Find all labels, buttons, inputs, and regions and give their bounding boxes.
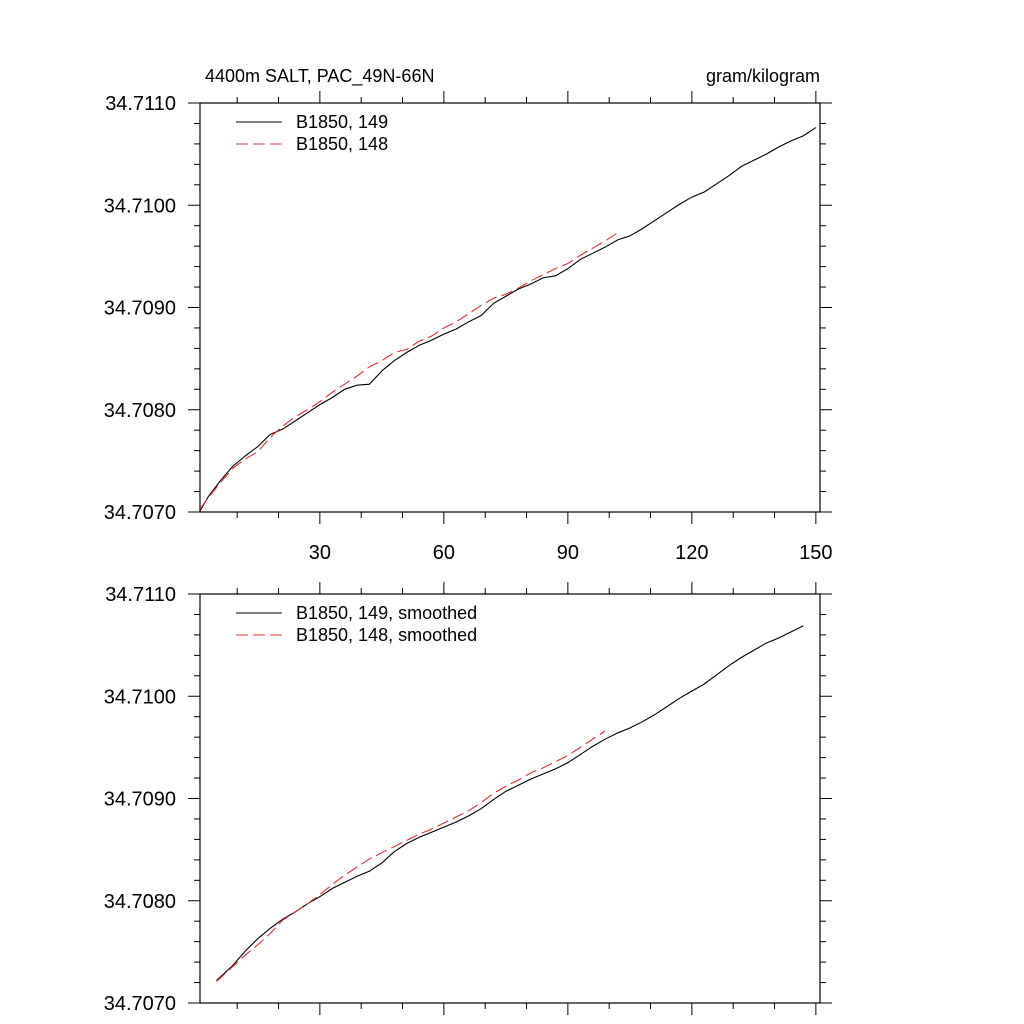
y-tick-label: 34.7070 [104, 993, 176, 1015]
top-series-lines [199, 127, 817, 512]
y-tick-label: 34.7090 [104, 298, 176, 320]
series-line-1 [216, 730, 606, 982]
bottom-panel: 34.7070 34.7080 34.7090 34.7100 34.7110 B185… [104, 582, 832, 1015]
bottom-tick-marks [188, 582, 832, 1015]
legend-label-149-smoothed: B1850, 149, smoothed [296, 603, 477, 623]
legend-label-148: B1850, 148 [296, 134, 388, 154]
top-plot-frame [199, 102, 821, 513]
top-tick-marks [188, 91, 832, 524]
top-panel: 4400m SALT, PAC_49N-66N gram/kilogram 34… [104, 66, 833, 564]
top-legend: B1850, 149 B1850, 148 [236, 112, 388, 154]
y-tick-label: 34.7090 [104, 789, 176, 811]
y-tick-label: 34.7100 [104, 686, 176, 708]
series-line-0 [199, 127, 817, 512]
x-tick-label: 60 [433, 542, 455, 564]
bottom-y-tick-labels: 34.7070 34.7080 34.7090 34.7100 34.7110 [104, 584, 176, 1015]
x-tick-label: 150 [799, 542, 832, 564]
x-tick-label: 120 [675, 542, 708, 564]
top-y-tick-labels: 34.7070 34.7080 34.7090 34.7100 34.7110 [104, 93, 176, 524]
series-line-1 [199, 232, 618, 510]
y-tick-label: 34.7080 [104, 400, 176, 422]
series-line-0 [216, 625, 804, 981]
x-tick-label: 30 [309, 542, 331, 564]
bottom-legend: B1850, 149, smoothed B1850, 148, smoothe… [236, 603, 477, 645]
top-panel-units: gram/kilogram [706, 66, 820, 86]
legend-label-148-smoothed: B1850, 148, smoothed [296, 625, 477, 645]
y-tick-label: 34.7080 [104, 891, 176, 913]
top-x-tick-labels: 30 60 90 120 150 [309, 542, 833, 564]
bottom-series-lines [216, 625, 804, 982]
top-panel-title: 4400m SALT, PAC_49N-66N [205, 66, 434, 87]
y-tick-label: 34.7100 [104, 195, 176, 217]
bottom-plot-frame [199, 593, 821, 1004]
legend-label-149: B1850, 149 [296, 112, 388, 132]
y-tick-label: 34.7070 [104, 502, 176, 524]
y-tick-label: 34.7110 [105, 93, 176, 115]
y-tick-label: 34.7110 [105, 584, 176, 606]
x-tick-label: 90 [557, 542, 579, 564]
